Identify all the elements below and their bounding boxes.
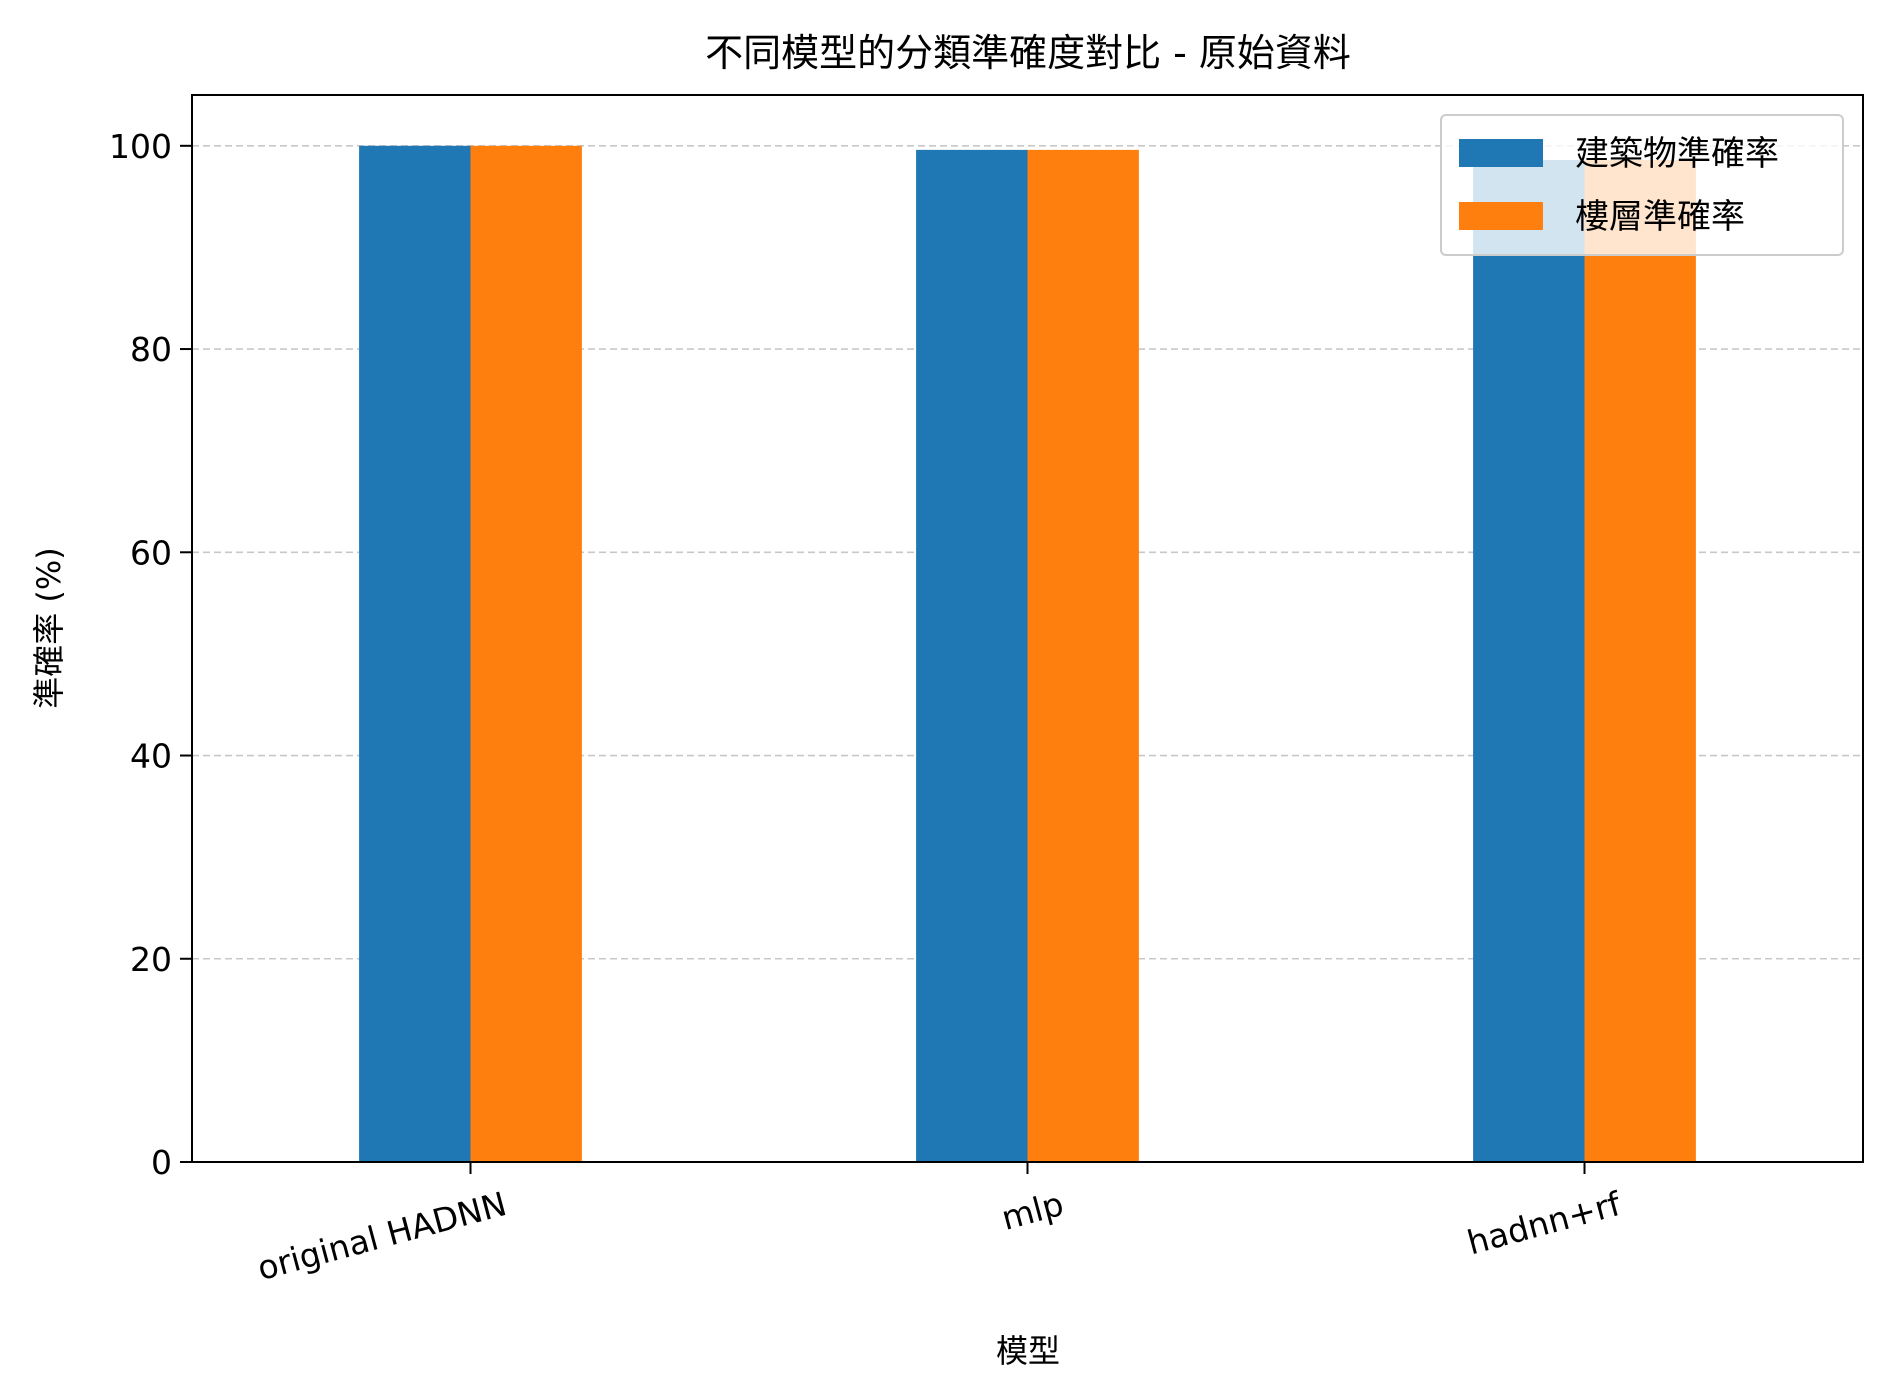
y-tick-label: 40 xyxy=(130,737,172,776)
legend-swatch xyxy=(1459,139,1543,167)
bar xyxy=(359,146,470,1162)
y-tick-label: 100 xyxy=(109,127,172,166)
x-axis-label: 模型 xyxy=(996,1332,1060,1370)
legend-label: 樓層準確率 xyxy=(1575,197,1745,237)
y-axis-label: 準確率 (%) xyxy=(30,547,68,709)
x-tick-label: original HADNN xyxy=(253,1184,510,1288)
bar xyxy=(1585,160,1696,1162)
x-tick-label: hadnn+rf xyxy=(1463,1184,1626,1263)
y-tick-label: 80 xyxy=(130,330,172,369)
legend-swatch xyxy=(1459,202,1543,230)
bar xyxy=(916,150,1027,1162)
y-axis: 0 20 40 60 80 100 xyxy=(109,127,192,1182)
y-tick-label: 0 xyxy=(151,1143,172,1182)
bar xyxy=(1028,150,1139,1162)
chart-title: 不同模型的分類準確度對比 - 原始資料 xyxy=(705,31,1351,75)
bar xyxy=(1473,160,1584,1162)
x-tick-label: mlp xyxy=(997,1184,1067,1238)
y-tick-label: 20 xyxy=(130,940,172,979)
x-axis: original HADNN mlp hadnn+rf xyxy=(253,1162,1626,1288)
y-tick-label: 60 xyxy=(130,533,172,572)
legend-label: 建築物準確率 xyxy=(1575,134,1779,174)
bar xyxy=(471,146,582,1162)
bars xyxy=(359,146,1696,1162)
